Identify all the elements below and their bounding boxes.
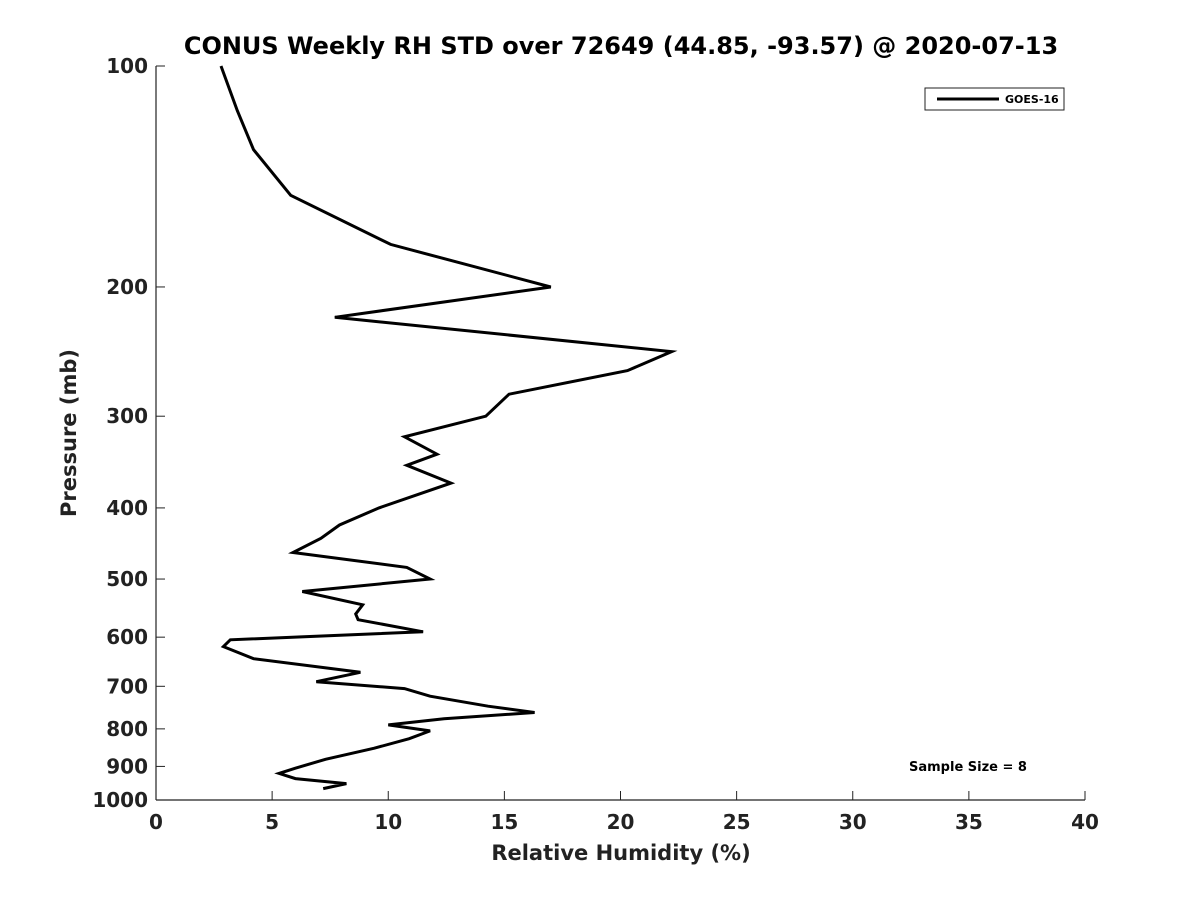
sample-size-annotation: Sample Size = 8 xyxy=(909,760,1027,775)
y-tick-label: 100 xyxy=(106,54,148,78)
series-layer xyxy=(219,65,678,791)
x-tick-label: 0 xyxy=(149,810,163,834)
x-axis-label: Relative Humidity (%) xyxy=(491,841,750,865)
y-tick-label: 900 xyxy=(106,754,148,778)
x-axis-ticks: 0 5 10 15 20 25 30 35 40 xyxy=(149,791,1099,834)
legend-label: GOES-16 xyxy=(1005,93,1059,106)
x-tick-label: 30 xyxy=(839,810,867,834)
y-tick-label: 800 xyxy=(106,717,148,741)
y-tick-label: 400 xyxy=(106,496,148,520)
x-tick-label: 20 xyxy=(607,810,635,834)
x-tick-label: 5 xyxy=(265,810,279,834)
y-axis-ticks: 100 200 300 400 500 600 700 800 900 1000 xyxy=(92,54,165,812)
y-tick-label: 200 xyxy=(106,275,148,299)
legend: GOES-16 xyxy=(924,87,1065,111)
x-tick-label: 40 xyxy=(1071,810,1099,834)
y-tick-label: 600 xyxy=(106,625,148,649)
x-tick-label: 15 xyxy=(490,810,518,834)
x-tick-label: 35 xyxy=(955,810,983,834)
y-tick-label: 500 xyxy=(106,567,148,591)
x-tick-label: 10 xyxy=(374,810,402,834)
series-line-goes-16 xyxy=(219,65,678,791)
x-tick-label: 25 xyxy=(723,810,751,834)
y-tick-label: 1000 xyxy=(92,788,148,812)
y-tick-label: 300 xyxy=(106,404,148,428)
chart-title: CONUS Weekly RH STD over 72649 (44.85, -… xyxy=(184,32,1058,60)
y-tick-label: 700 xyxy=(106,674,148,698)
y-axis-label: Pressure (mb) xyxy=(57,349,81,517)
